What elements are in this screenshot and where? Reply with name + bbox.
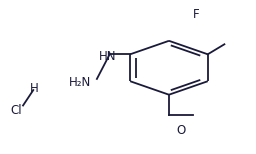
Text: Cl: Cl	[10, 104, 22, 117]
Text: H₂N: H₂N	[69, 76, 91, 89]
Text: HN: HN	[99, 50, 116, 63]
Text: O: O	[177, 124, 186, 137]
Text: H: H	[30, 82, 39, 95]
Text: F: F	[193, 8, 200, 21]
